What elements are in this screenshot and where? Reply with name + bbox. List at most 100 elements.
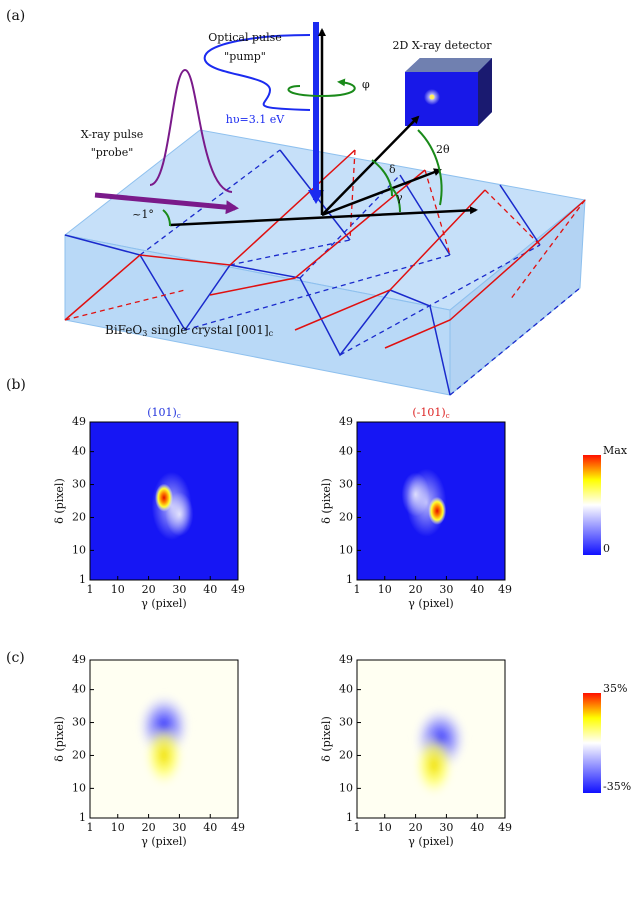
label: "probe"	[91, 146, 134, 159]
y-tick-label: 1	[79, 811, 86, 824]
text: c	[269, 329, 274, 338]
heatmap	[356, 659, 506, 819]
label: Optical pulse	[208, 31, 282, 44]
positive-region	[142, 721, 186, 790]
y-tick-label: 40	[339, 445, 353, 458]
y-axis-label: δ (pixel)	[320, 716, 333, 762]
y-tick-label: 20	[339, 510, 353, 523]
y-tick-label: 40	[339, 683, 353, 696]
x-tick-label: 30	[439, 583, 453, 596]
panel-label: (a)	[6, 8, 25, 24]
x-tick-label: 20	[142, 583, 156, 596]
y-tick-label: 49	[339, 653, 353, 666]
label: "pump"	[224, 50, 266, 63]
text: (-101)	[412, 406, 445, 419]
x-axis-label: γ (pixel)	[141, 597, 186, 610]
y-tick-label: 30	[72, 716, 86, 729]
angle-arcs	[162, 78, 443, 227]
x-tick-label: 30	[439, 821, 453, 834]
text: 3	[142, 329, 147, 338]
colorbar-min: -35%	[603, 780, 631, 793]
x-tick-label: 40	[203, 583, 217, 596]
text: c	[446, 412, 450, 420]
x-tick-label: 49	[498, 583, 512, 596]
map-frame	[356, 659, 506, 819]
x-tick-label: 10	[378, 583, 392, 596]
colorbar-min: 0	[603, 542, 610, 555]
heatmap	[89, 659, 239, 819]
crystal-label: BiFeO3 single crystal [001]c	[105, 323, 274, 339]
map-title: (101)c	[147, 406, 181, 420]
pump-pulse	[203, 34, 311, 111]
y-axis-label: δ (pixel)	[53, 716, 66, 762]
x-tick-label: 10	[378, 821, 392, 834]
y-tick-label: 10	[72, 781, 86, 794]
y-tick-label: 30	[72, 478, 86, 491]
probe-beam	[94, 192, 239, 215]
crystal-slab	[63, 129, 587, 397]
detector	[405, 58, 492, 126]
x-tick-label: 1	[87, 821, 94, 834]
label: hυ=3.1 eV	[226, 113, 285, 126]
text: (101)	[147, 406, 177, 419]
y-tick-label: 10	[72, 543, 86, 556]
y-tick-label: 10	[339, 781, 353, 794]
x-tick-label: 1	[354, 583, 361, 596]
label: φ	[362, 78, 370, 91]
label: 2θ	[436, 143, 450, 156]
map-title: (-101)c	[412, 406, 449, 420]
projected-arrow	[321, 168, 442, 217]
label: ~1°	[132, 208, 154, 221]
y-tick-label: 1	[346, 811, 353, 824]
positive-region	[412, 731, 457, 800]
y-tick-label: 30	[339, 716, 353, 729]
label: δ	[389, 163, 396, 176]
x-tick-label: 30	[172, 821, 186, 834]
panel-label: (c)	[6, 650, 25, 666]
x-tick-label: 10	[111, 821, 125, 834]
label: γ	[396, 191, 403, 204]
x-tick-label: 20	[409, 583, 423, 596]
x-tick-label: 30	[172, 583, 186, 596]
x-tick-label: 40	[203, 821, 217, 834]
y-axis-label: δ (pixel)	[53, 478, 66, 524]
x-tick-label: 49	[231, 821, 245, 834]
map-frame	[89, 421, 239, 581]
heatmap	[356, 421, 506, 581]
x-tick-label: 49	[498, 821, 512, 834]
x-axis-label: γ (pixel)	[141, 835, 186, 848]
diffracted-arrow	[321, 115, 420, 216]
x-axis-label: γ (pixel)	[408, 835, 453, 848]
y-tick-label: 40	[72, 445, 86, 458]
probe-pulse	[149, 68, 233, 193]
label: X-ray pulse	[81, 128, 143, 141]
x-tick-label: 40	[470, 821, 484, 834]
y-tick-label: 20	[72, 510, 86, 523]
y-tick-label: 40	[72, 683, 86, 696]
map-frame	[89, 659, 239, 819]
y-tick-label: 49	[72, 415, 86, 428]
y-tick-label: 20	[339, 748, 353, 761]
text: single crystal [001]	[147, 323, 268, 337]
y-tick-label: 49	[339, 415, 353, 428]
colorbar	[583, 693, 601, 793]
x-tick-label: 1	[354, 821, 361, 834]
x-tick-label: 20	[409, 821, 423, 834]
x-tick-label: 20	[142, 821, 156, 834]
peak	[428, 496, 447, 525]
text: c	[177, 412, 181, 420]
y-tick-label: 20	[72, 748, 86, 761]
surface-arrow	[169, 206, 478, 227]
y-tick-label: 1	[346, 573, 353, 586]
label: 2D X-ray detector	[393, 39, 493, 52]
colorbar-max: 35%	[603, 682, 627, 695]
map-frame	[356, 421, 506, 581]
y-axis-label: δ (pixel)	[320, 478, 333, 524]
colorbar	[583, 455, 601, 555]
y-tick-label: 49	[72, 653, 86, 666]
x-tick-label: 1	[87, 583, 94, 596]
x-tick-label: 10	[111, 583, 125, 596]
y-tick-label: 1	[79, 573, 86, 586]
